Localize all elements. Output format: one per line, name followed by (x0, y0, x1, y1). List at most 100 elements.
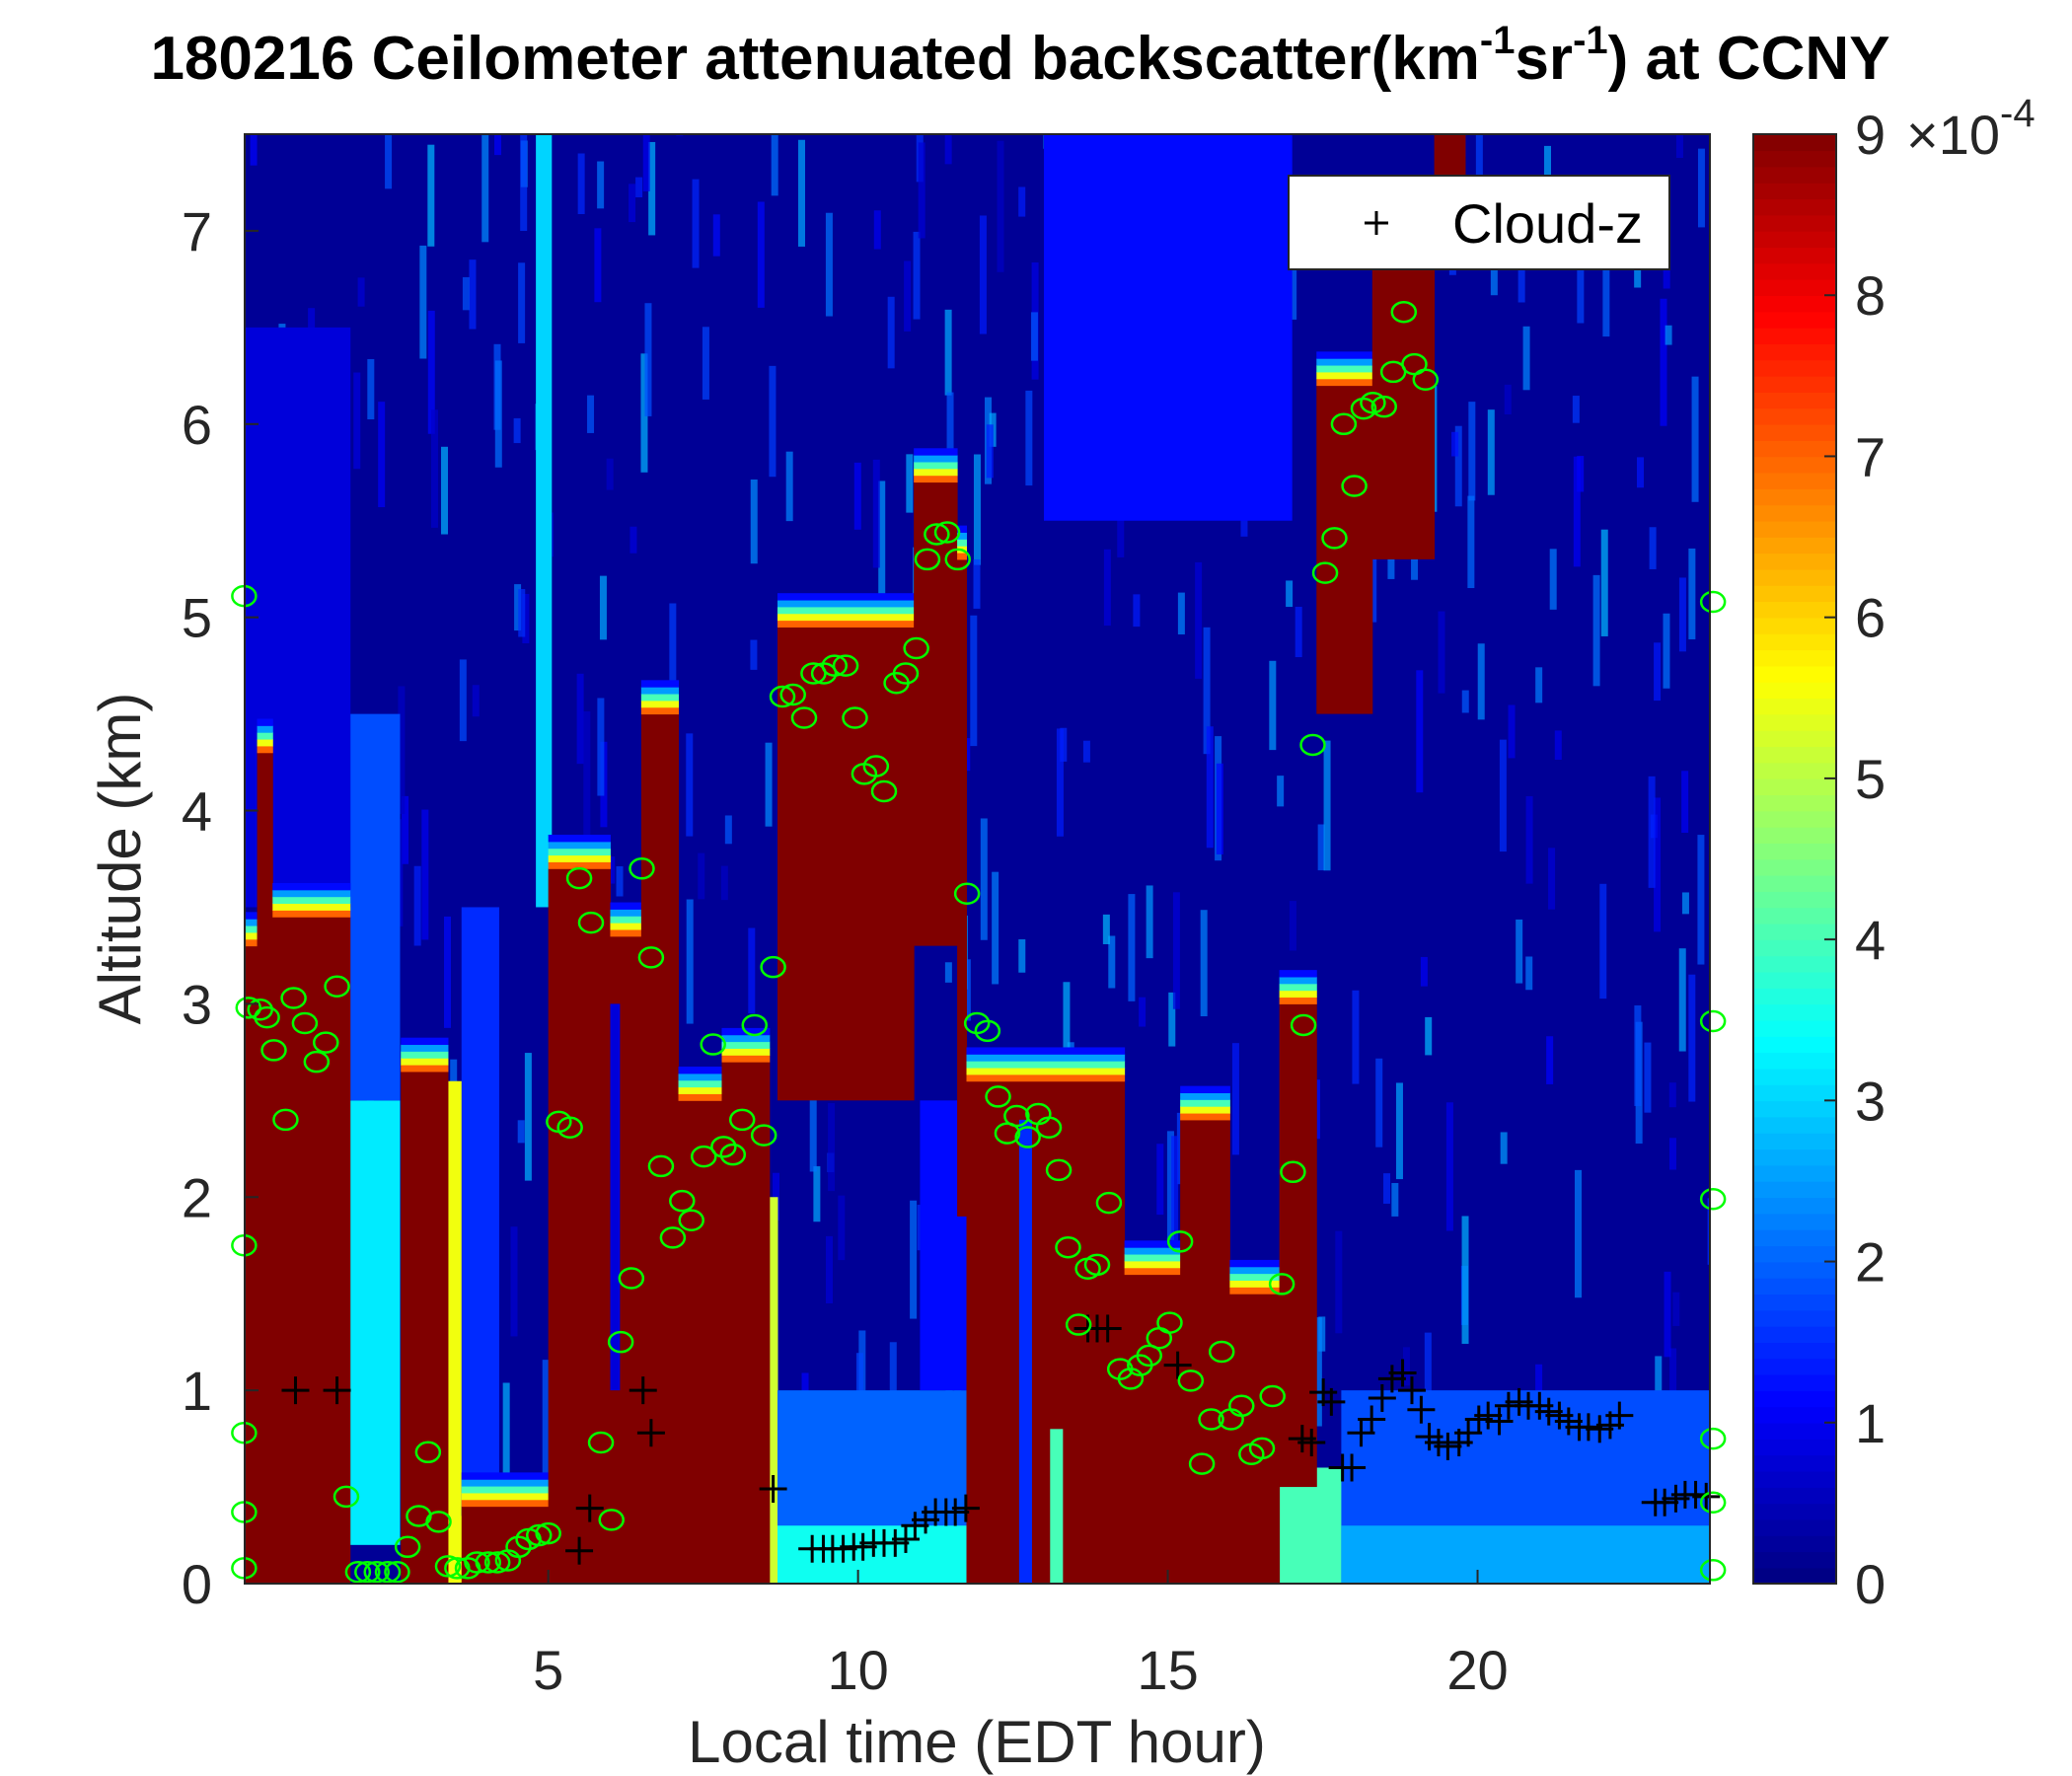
heatmap-cell (461, 1486, 550, 1494)
colorbar-swatch (1753, 1148, 1836, 1166)
heatmap-speckle (629, 184, 636, 223)
heatmap-speckle (1549, 549, 1557, 610)
heatmap-cell (1316, 371, 1373, 380)
colorbar-multiplier: ×10-4 (1906, 92, 2035, 166)
green-circle-marker (1268, 1273, 1295, 1295)
cloud-z-marker (1434, 1432, 1462, 1460)
heatmap-speckle (520, 134, 528, 232)
green-circle-marker (719, 1143, 747, 1166)
green-circle-marker (1390, 300, 1418, 324)
heatmap-cell (678, 1079, 722, 1088)
colorbar: 0 1 2 3 4 5 6 7 8 9 (1752, 104, 1886, 1615)
green-circle-marker (1177, 1369, 1205, 1392)
green-circle-marker (821, 654, 849, 677)
colorbar-swatch (1753, 1518, 1836, 1536)
green-circle-marker (1299, 733, 1326, 757)
heatmap-cell (461, 1472, 550, 1480)
colorbar-swatch (1753, 1003, 1836, 1021)
legend-label-cloud-z: Cloud-z (1452, 192, 1643, 255)
green-circle-marker (535, 1521, 561, 1545)
heatmap-speckle (398, 686, 406, 814)
heatmap-speckle (513, 417, 521, 444)
heatmap-speckle (980, 818, 988, 940)
heatmap-cell (245, 925, 259, 933)
heatmap-cell (401, 1037, 449, 1046)
heatmap-speckle (1504, 384, 1512, 414)
colorbar-swatch (1753, 1454, 1836, 1472)
heatmap-cell (1050, 1429, 1064, 1584)
heatmap-speckle (1664, 1271, 1671, 1358)
green-circle-marker (254, 1005, 280, 1029)
heatmap-cell (1229, 1273, 1281, 1281)
heatmap-speckle (686, 733, 694, 837)
y-tick-label: 3 (182, 973, 212, 1035)
heatmap-speckle (510, 1226, 518, 1337)
green-circle-marker (1699, 590, 1727, 614)
green-circle-marker (728, 1108, 756, 1132)
colorbar-swatch (1753, 537, 1836, 555)
cloud-z-marker (1388, 1359, 1417, 1387)
heatmap-speckle (1516, 919, 1523, 984)
heatmap-cell (957, 525, 968, 533)
heatmap-speckle (1108, 935, 1116, 989)
colorbar-swatch (1753, 762, 1836, 779)
heatmap-cell (1279, 983, 1317, 992)
heatmap-cell (957, 539, 968, 547)
colorbar-swatch (1753, 230, 1836, 249)
heatmap-speckle (518, 262, 526, 343)
colorbar-swatch (1753, 601, 1836, 619)
heatmap-speckle (1139, 997, 1147, 1027)
colorbar-swatch (1753, 746, 1836, 764)
green-circle-marker (344, 1560, 372, 1584)
heatmap-speckle (421, 809, 429, 940)
heatmap-speckle (606, 458, 614, 490)
colorbar-swatch (1753, 810, 1836, 828)
heatmap-cell (721, 1062, 771, 1584)
colorbar-swatch (1753, 1180, 1836, 1199)
green-circle-marker (842, 706, 868, 729)
heatmap-cell (257, 725, 273, 733)
heatmap-speckle (853, 462, 861, 530)
colorbar-swatch (1753, 166, 1836, 184)
heatmap-cell (1316, 378, 1373, 387)
heatmap-speckle (1375, 1058, 1383, 1147)
cloud-z-marker (1574, 1413, 1602, 1442)
green-circle-marker (1699, 1559, 1727, 1582)
heatmap-speckle (1128, 894, 1136, 1001)
heatmap-speckle (1467, 495, 1475, 589)
green-circle-marker (1280, 1160, 1306, 1184)
cloud-z-marker (1093, 1314, 1122, 1343)
heatmap-cell (721, 1048, 771, 1056)
heatmap-speckle (1678, 577, 1686, 652)
heatmap-speckle (1445, 1102, 1453, 1231)
heatmap-speckle (1681, 892, 1689, 915)
heatmap-speckle (644, 303, 652, 416)
heatmap-cell (245, 912, 259, 920)
colorbar-tick-label: 6 (1855, 587, 1886, 649)
heatmap-cell (1435, 101, 1466, 108)
cloud-z-marker (575, 1494, 604, 1522)
colorbar-swatch (1753, 794, 1836, 812)
heatmap-cell (777, 593, 915, 601)
heatmap-speckle (825, 212, 833, 317)
heatmap-speckle (1637, 457, 1645, 488)
heatmap-cell (966, 1068, 1126, 1075)
heatmap-speckle (1335, 1230, 1343, 1334)
heatmap-cell (640, 713, 680, 1584)
heatmap-cell (272, 910, 351, 918)
colorbar-swatch (1753, 488, 1836, 506)
colorbar-swatch (1753, 295, 1836, 313)
green-circle-marker (914, 548, 941, 571)
heatmap-cell (1124, 1240, 1181, 1248)
heatmap-speckle (1688, 548, 1696, 639)
green-circle-marker (607, 1330, 634, 1354)
heatmap-cell (966, 1047, 1126, 1055)
green-circle-marker (933, 521, 961, 544)
heatmap-speckle (910, 1200, 918, 1319)
colorbar-swatch (1753, 1342, 1836, 1360)
colorbar-swatch (1753, 713, 1836, 731)
heatmap-cell (401, 1058, 449, 1066)
colorbar-swatch (1753, 1019, 1836, 1037)
green-circle-marker (577, 911, 605, 934)
cloud-z-marker (1297, 1429, 1326, 1457)
